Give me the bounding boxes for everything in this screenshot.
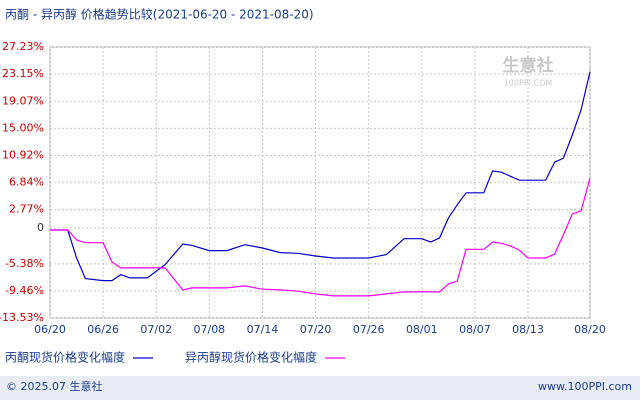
y-tick-label: 27.23% bbox=[2, 40, 44, 53]
y-tick-label: 19.07% bbox=[2, 94, 44, 107]
x-tick-label: 07/14 bbox=[247, 323, 279, 336]
x-tick-label: 08/07 bbox=[459, 323, 491, 336]
watermark: 生意社 bbox=[503, 55, 554, 76]
footer-bar bbox=[0, 376, 640, 400]
footer-right: www.100PPI.com bbox=[538, 380, 632, 393]
legend-label: 丙酮现货价格变化幅度 bbox=[5, 350, 125, 365]
y-tick-label: -9.46% bbox=[5, 284, 44, 297]
x-tick-label: 07/26 bbox=[353, 323, 385, 336]
x-tick-label: 07/02 bbox=[140, 323, 172, 336]
footer-left: © 2025.07 生意社 bbox=[6, 379, 102, 393]
series-line bbox=[50, 71, 591, 282]
y-tick-label: 15.00% bbox=[2, 121, 44, 134]
x-tick-label: 06/26 bbox=[87, 323, 119, 336]
y-tick-label: 10.92% bbox=[2, 148, 44, 161]
y-tick-label: 0 bbox=[37, 221, 44, 234]
x-tick-label: 08/13 bbox=[512, 323, 544, 336]
chart-title: 丙酮 - 异丙醇 价格趋势比较(2021-06-20 - 2021-08-20) bbox=[5, 7, 314, 22]
x-tick-label: 07/20 bbox=[300, 323, 332, 336]
y-tick-label: 2.77% bbox=[9, 203, 44, 216]
legend-label: 异丙醇现货价格变化幅度 bbox=[185, 350, 317, 365]
x-tick-label: 08/01 bbox=[406, 323, 438, 336]
y-tick-label: 6.84% bbox=[9, 176, 44, 189]
y-tick-label: -5.38% bbox=[5, 257, 44, 270]
y-tick-label: 23.15% bbox=[2, 67, 44, 80]
x-tick-label: 07/08 bbox=[193, 323, 225, 336]
y-tick-label: -13.53% bbox=[0, 311, 44, 324]
series-line bbox=[50, 178, 591, 297]
x-tick-label: 08/20 bbox=[574, 323, 606, 336]
x-tick-label: 06/20 bbox=[34, 323, 66, 336]
